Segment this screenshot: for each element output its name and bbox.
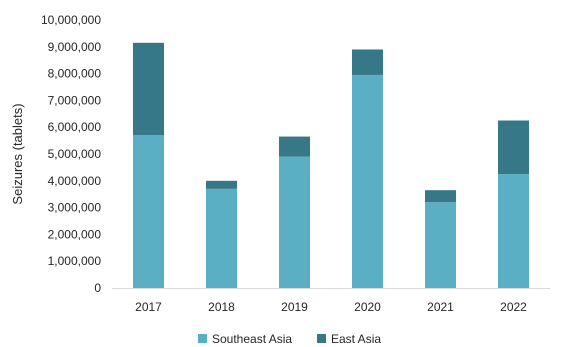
y-tick-label: 9,000,000 <box>48 40 102 54</box>
y-tick-label: 6,000,000 <box>48 120 102 134</box>
bar-east-asia-2018 <box>206 180 237 189</box>
legend-swatch-southeast-asia <box>198 334 207 343</box>
x-tick-label: 2019 <box>281 300 308 314</box>
x-tick-label: 2020 <box>354 300 381 314</box>
y-axis-ticks: 0 1,000,000 2,000,000 3,000,000 4,000,000 5,0… <box>41 13 101 295</box>
bar-southeast-asia-2022 <box>498 174 529 288</box>
bar-east-asia-2020 <box>352 49 383 75</box>
bar-east-asia-2021 <box>425 190 456 203</box>
y-tick-label: 8,000,000 <box>48 67 102 81</box>
y-axis-title: Seizures (tablets) <box>10 103 25 204</box>
x-tick-label: 2017 <box>135 300 162 314</box>
y-tick-label: 10,000,000 <box>41 13 101 27</box>
y-tick-label: 1,000,000 <box>48 254 102 268</box>
x-tick-label: 2021 <box>427 300 454 314</box>
legend-label-southeast-asia: Southeast Asia <box>212 332 292 346</box>
y-tick-label: 7,000,000 <box>48 93 102 107</box>
bar-southeast-asia-2018 <box>206 188 237 288</box>
x-axis-ticks: 2017 2018 2019 2020 2021 2022 <box>135 300 527 314</box>
y-tick-label: 3,000,000 <box>48 201 102 215</box>
bar-east-asia-2019 <box>279 136 310 157</box>
legend-label-east-asia: East Asia <box>331 332 381 346</box>
bar-southeast-asia-2020 <box>352 74 383 288</box>
bar-southeast-asia-2017 <box>133 135 164 288</box>
y-tick-label: 4,000,000 <box>48 174 102 188</box>
bar-southeast-asia-2019 <box>279 156 310 288</box>
legend: Southeast Asia East Asia <box>198 332 381 346</box>
legend-swatch-east-asia <box>317 334 326 343</box>
x-tick-label: 2018 <box>208 300 235 314</box>
bar-east-asia-2022 <box>498 120 529 175</box>
y-tick-label: 5,000,000 <box>48 147 102 161</box>
x-tick-label: 2022 <box>500 300 527 314</box>
y-tick-label: 0 <box>94 281 101 295</box>
bar-east-asia-2017 <box>133 42 164 136</box>
bars <box>133 42 529 288</box>
bar-southeast-asia-2021 <box>425 202 456 288</box>
y-tick-label: 2,000,000 <box>48 227 102 241</box>
